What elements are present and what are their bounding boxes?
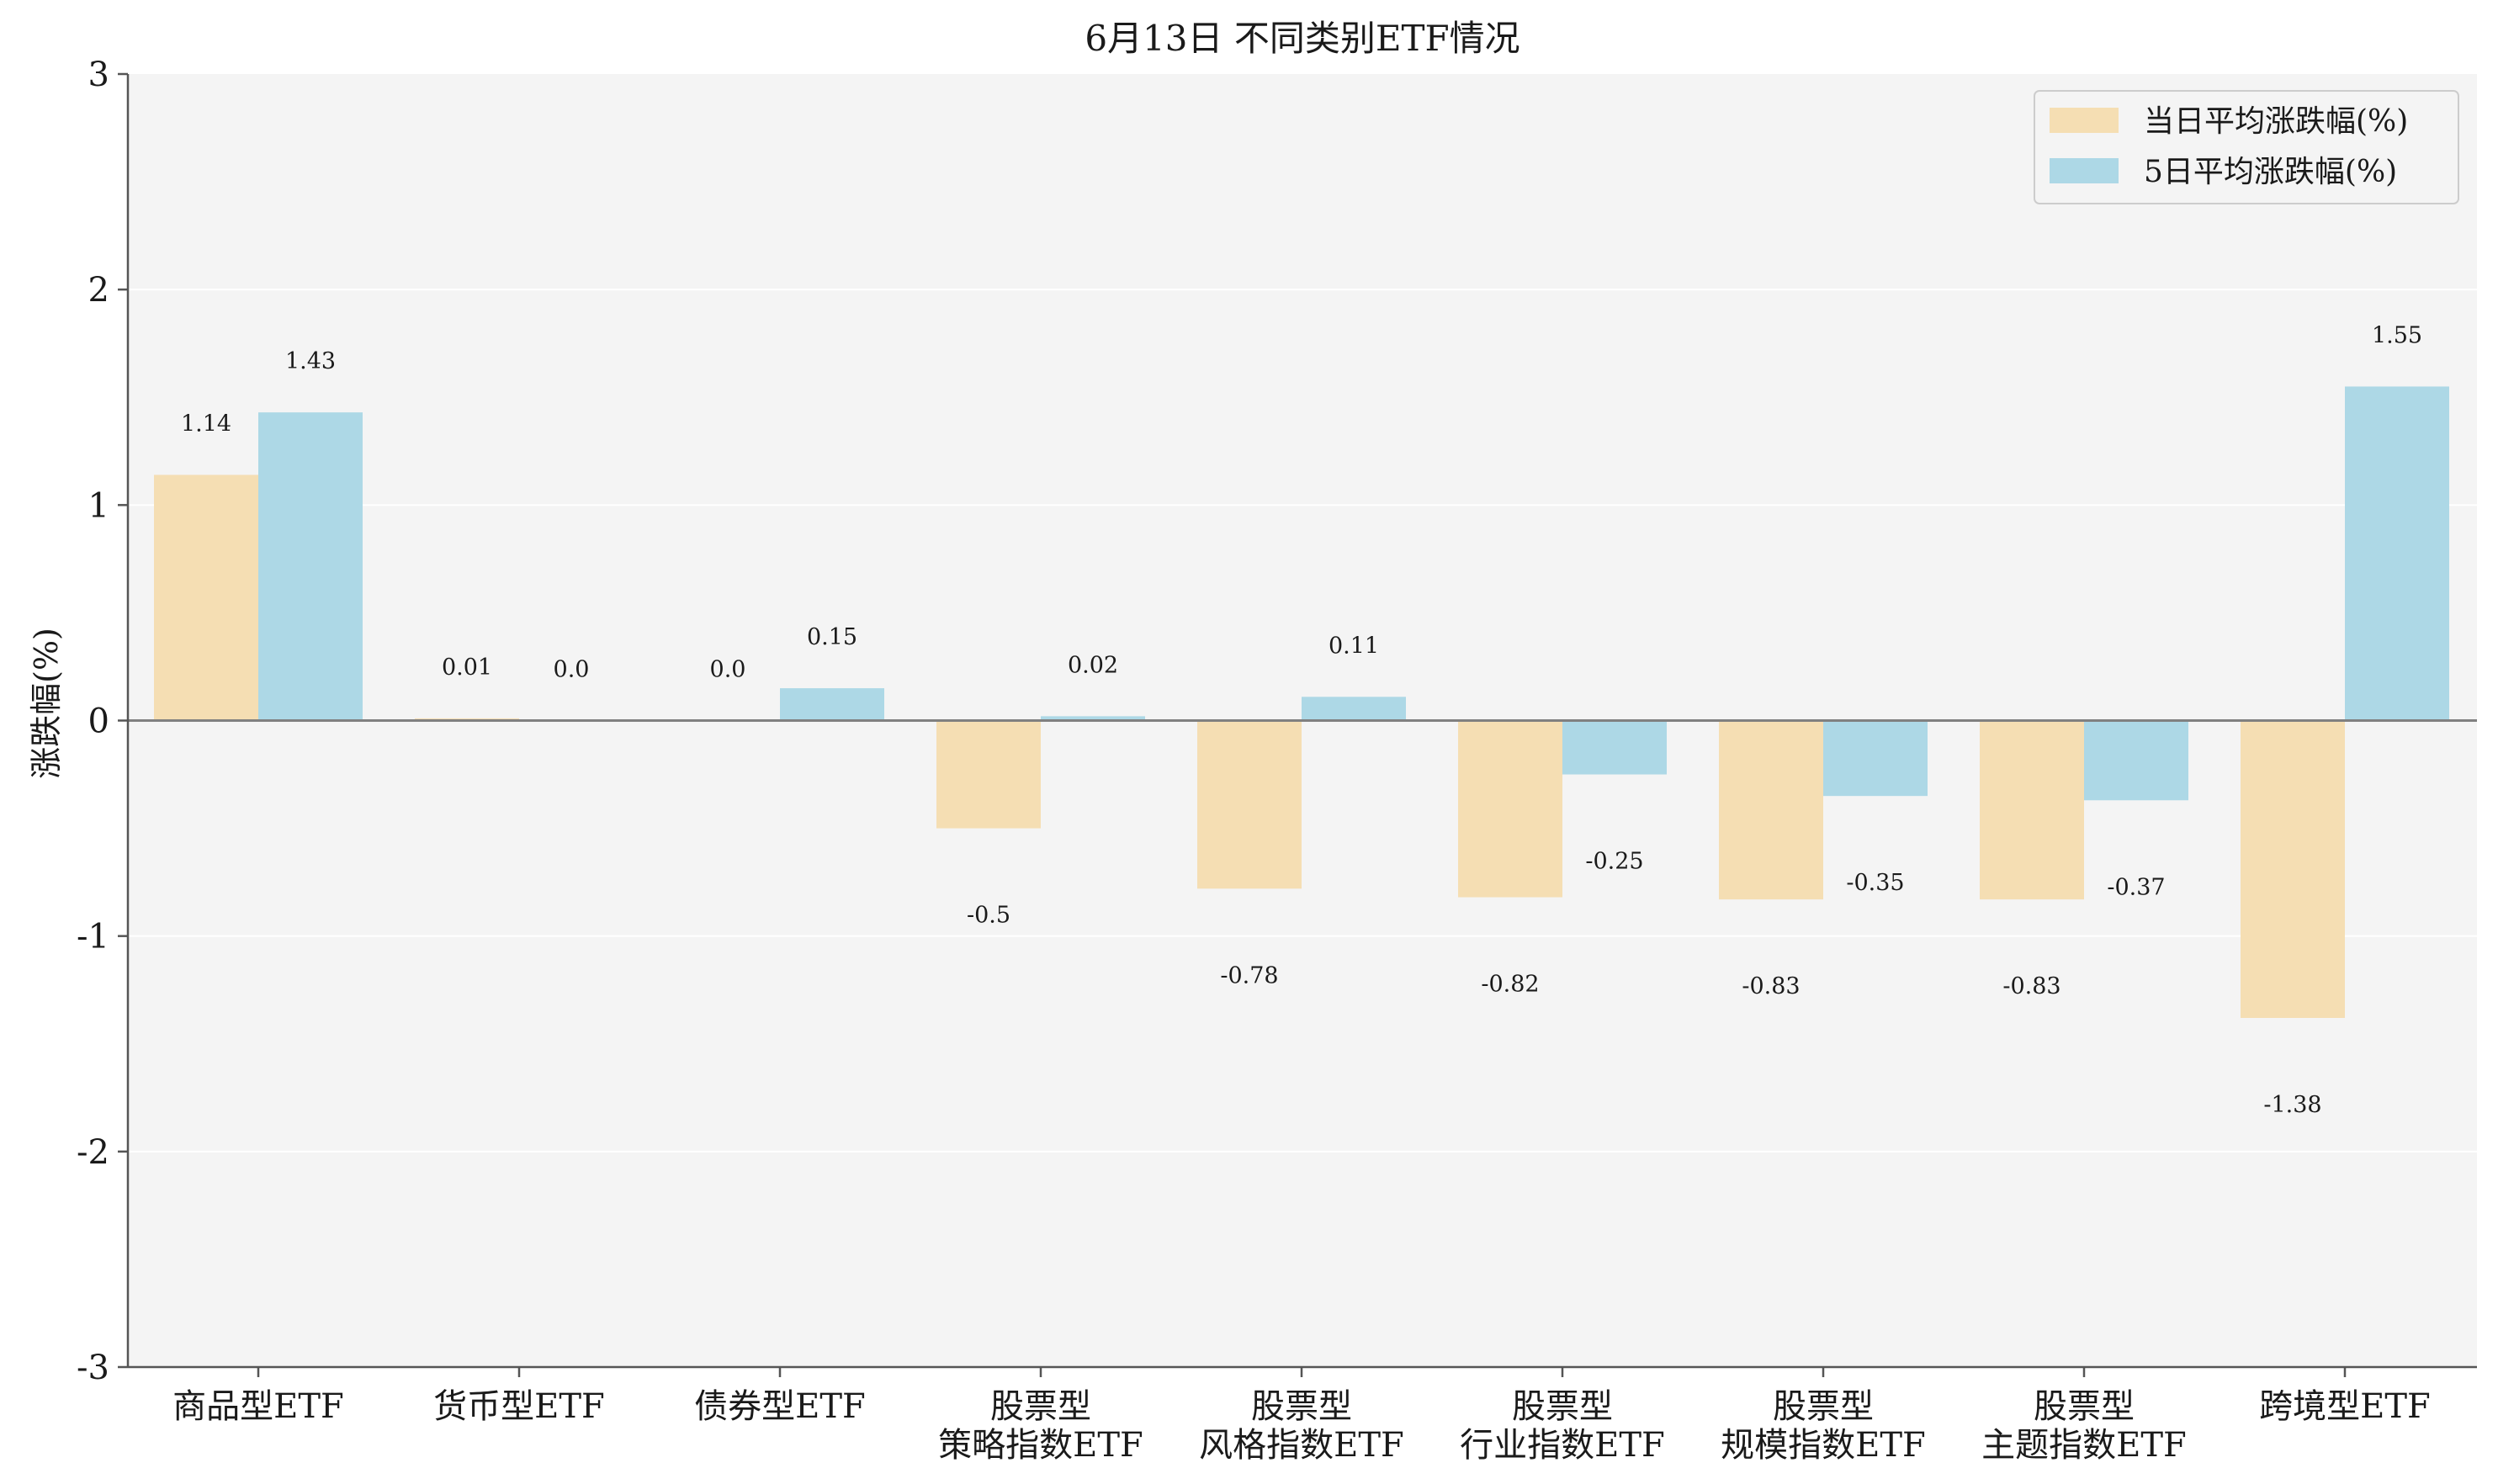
bar-series-2 [1041,716,1145,721]
x-tick-label: 股票型规模指数ETF [1721,1387,1926,1465]
data-label: -0.37 [2107,874,2165,900]
bar-series-1 [1719,720,1823,900]
data-label: 0.02 [1068,652,1118,678]
data-label: -0.5 [967,903,1010,929]
x-tick-label: 股票型主题指数ETF [1981,1387,2187,1465]
bar-series-2 [258,412,363,721]
x-tick-label: 货币型ETF [433,1387,605,1426]
y-tick-label: -3 [77,1349,109,1387]
data-label: 0.15 [807,624,857,650]
y-tick-label: 2 [88,271,109,310]
data-label: 0.0 [710,657,746,683]
legend: 当日平均涨跌幅(%) 5日平均涨跌幅(%) [2034,90,2459,204]
legend-label: 5日平均涨跌幅(%) [2144,155,2397,189]
legend-swatch [2050,108,2119,133]
bar-series-1 [1980,720,2084,900]
bar-series-1 [154,474,258,721]
bar-series-2 [2345,386,2449,721]
data-label: -0.78 [1220,962,1278,988]
x-tick-label: 债券型ETF [694,1387,866,1426]
bar-series-1 [936,720,1041,829]
x-tick-label: 股票型策略指数ETF [938,1387,1143,1465]
data-label: -0.35 [1846,870,1904,896]
bar-series-2 [780,688,884,721]
legend-swatch [2050,158,2119,183]
data-label: 1.55 [2372,322,2422,348]
y-tick-label: 0 [88,702,109,741]
bar-series-1 [1458,720,1562,898]
data-label: -0.83 [1742,973,1800,999]
data-label: 0.01 [442,655,492,681]
x-tick-label: 股票型风格指数ETF [1199,1387,1404,1465]
plot-area: 1.140.01 0.0-0.5-0.78 -0.82 -0.83 -0.83-1.38… [77,56,2477,1465]
data-label: -0.25 [1585,849,1643,875]
bar-series-2 [2084,720,2188,801]
bar-series-2 [1302,697,1406,721]
bar-series-2 [1823,720,1928,797]
data-label: -0.83 [2002,973,2060,999]
data-label: -0.82 [1481,972,1539,998]
y-tick-label: -2 [77,1133,109,1172]
x-tick-label: 跨境型ETF [2259,1387,2431,1426]
bar-series-2 [1562,720,1667,775]
y-tick-label: 1 [88,486,109,525]
bar-series-1 [2241,720,2345,1019]
x-tick-label: 商品型ETF [172,1387,344,1426]
y-axis-label: 涨跌幅(%) [28,628,65,779]
data-label: 1.14 [181,411,231,437]
bar-series-1 [1197,720,1302,889]
data-label: 0.0 [554,657,590,683]
y-tick-label: 3 [88,56,109,94]
x-tick-label: 股票型行业指数ETF [1460,1387,1665,1465]
data-label: -1.38 [2263,1092,2321,1118]
legend-box [2034,90,2459,204]
legend-label: 当日平均涨跌幅(%) [2144,104,2408,139]
y-tick-label: -1 [77,918,109,957]
data-label: 1.43 [285,348,336,374]
data-label: 0.11 [1329,633,1379,659]
chart-title: 6月13日 不同类别ETF情况 [1085,18,1519,59]
